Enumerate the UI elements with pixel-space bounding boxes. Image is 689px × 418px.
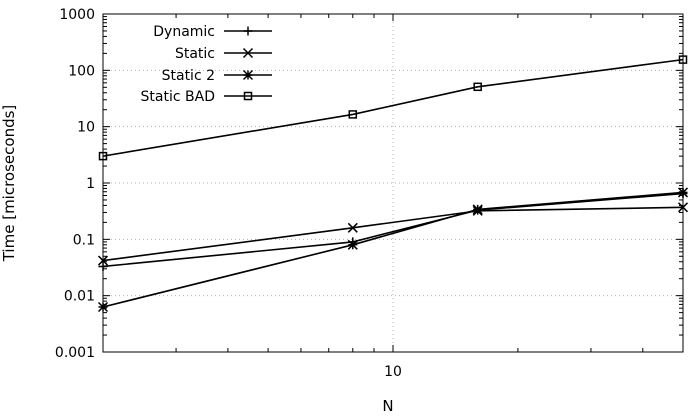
y-tick-label: 10 <box>77 120 95 136</box>
data-point <box>347 222 358 233</box>
y-tick-label: 0.1 <box>73 232 95 248</box>
legend-marker <box>243 26 253 36</box>
y-tick-label: 100 <box>68 63 95 79</box>
data-point <box>473 82 482 92</box>
y-tick-label: 0.01 <box>64 289 95 305</box>
y-tick-label: 0.001 <box>55 345 95 361</box>
x-axis-label: N <box>382 397 393 415</box>
legend-item: Dynamic <box>153 24 272 40</box>
series-line <box>102 191 684 308</box>
data-point <box>347 239 358 250</box>
legend-marker <box>242 69 254 81</box>
y-axis-label: Time [microseconds] <box>0 105 18 263</box>
data-point <box>472 204 483 215</box>
legend-marker <box>243 91 253 101</box>
data-point <box>348 110 358 119</box>
ticks: 0.001 0.01 0.1 1 10 100 1000 10 <box>55 7 683 380</box>
legend-label: Static 2 <box>162 68 215 84</box>
series-line <box>102 206 684 262</box>
series-line <box>102 58 684 157</box>
legend-item: Static <box>175 46 272 62</box>
legend-label: Static <box>175 46 215 62</box>
series-line <box>102 192 684 268</box>
x-tick-label: 10 <box>384 364 402 380</box>
series-layer <box>97 55 689 313</box>
legend-label: Dynamic <box>153 24 215 40</box>
legend-label: Static BAD <box>141 89 215 105</box>
grid <box>103 14 683 352</box>
y-tick-label: 1 <box>86 176 95 192</box>
legend: Dynamic Static Static 2 Static BAD <box>141 24 272 105</box>
y-tick-label: 1000 <box>59 7 95 23</box>
legend-marker <box>242 47 254 59</box>
legend-item: Static BAD <box>141 89 272 105</box>
legend-item: Static 2 <box>162 68 272 84</box>
